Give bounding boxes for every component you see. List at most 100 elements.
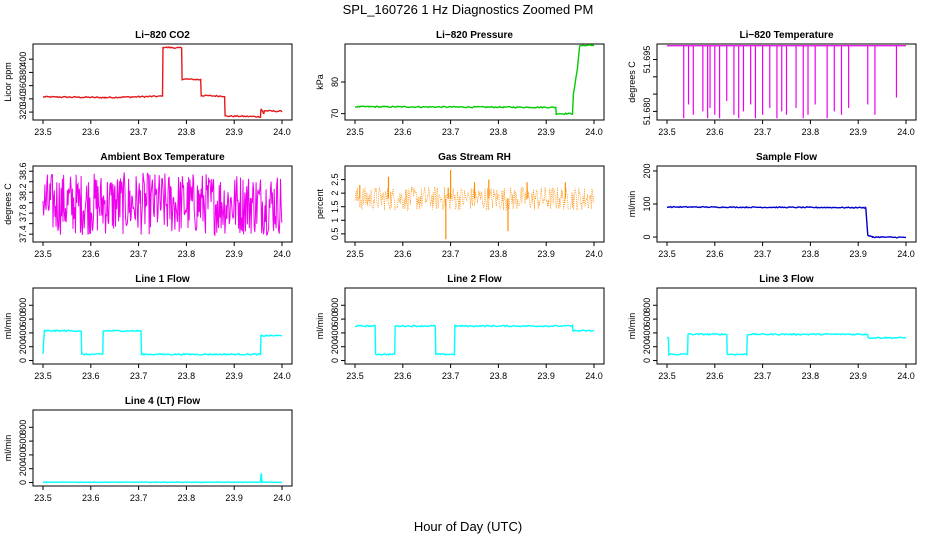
plot-frame [656,165,917,243]
x-tick-label: 23.6 [706,371,724,381]
y-tick-label: 600 [18,312,28,327]
x-tick-label: 24.0 [897,127,915,137]
x-tick-label: 23.9 [537,127,555,137]
x-axis-label: Hour of Day (UTC) [414,519,522,534]
x-tick-label: 23.6 [394,371,412,381]
panel-2: Li−820 Pressure 23.5 23.6 23.7 23.8 23.9 24.0 7… [315,30,605,137]
x-tick-label: 23.8 [178,127,196,137]
series-line [666,205,906,239]
y-axis-label: ml/min [315,313,325,340]
y-tick-label: 600 [18,434,28,449]
x-tick-label: 23.9 [849,371,867,381]
panel-7: Line 1 Flow 23.5 23.6 23.7 23.8 23.9 24.0 0 2004… [3,274,293,381]
panel-3: Li−820 Temperature 23.5 23.6 23.7 23.8 23.9 24… [627,30,917,137]
x-tick-label: 23.8 [490,127,508,137]
x-tick-label: 23.8 [802,127,820,137]
y-tick-label: 600 [642,312,652,327]
y-tick-label: 800 [330,298,340,313]
panel-5: Gas Stream RH 23.5 23.6 23.7 23.8 23.9 24.0 0.5… [315,152,605,259]
y-tick-label: 200 [330,339,340,354]
y-tick-label: 200 [18,339,28,354]
x-tick-label: 24.0 [273,371,291,381]
x-tick-label: 23.9 [225,127,243,137]
x-tick-label: 23.5 [34,127,52,137]
x-tick-label: 23.5 [34,371,52,381]
y-tick-label: 100 [642,196,652,211]
plot-frame [32,165,293,243]
panels: Li−820 CO2 23.5 23.6 23.7 23.8 23.9 24.0 320340… [3,30,917,503]
y-axis-label: kPa [315,74,325,90]
y-tick-label: 800 [18,298,28,313]
panel-4: Ambient Box Temperature 23.5 23.6 23.7 23.8 2… [3,152,293,259]
x-tick-label: 23.6 [706,249,724,259]
y-tick-label: 400 [18,52,28,67]
y-tick-label: 1.5 [330,200,340,213]
x-tick-label: 23.6 [394,249,412,259]
x-tick-label: 23.7 [130,371,148,381]
y-axis-label: percent [315,188,325,219]
plot-frame [656,43,917,121]
series-line [354,324,595,356]
panel-title: Line 4 (LT) Flow [125,396,201,407]
y-tick-label: 38.2 [18,183,28,201]
x-tick-label: 23.6 [82,127,100,137]
x-tick-label: 24.0 [897,371,915,381]
x-tick-label: 24.0 [273,249,291,259]
y-tick-label: 37.8 [18,204,28,222]
plot-frame [32,287,293,365]
y-tick-label: 0 [330,358,340,363]
x-tick-label: 23.7 [442,249,460,259]
y-tick-label: 51.680 [642,98,652,126]
panel-8: Line 2 Flow 23.5 23.6 23.7 23.8 23.9 24.0 0 2004… [315,274,605,381]
x-tick-label: 24.0 [585,371,603,381]
panel-title: Li−820 Temperature [739,30,833,41]
y-tick-label: 600 [330,312,340,327]
series-line [354,44,595,116]
y-tick-label: 200 [642,339,652,354]
panel-title: Ambient Box Temperature [100,152,225,163]
x-tick-label: 23.6 [82,371,100,381]
x-tick-label: 24.0 [585,249,603,259]
x-tick-label: 23.5 [346,127,364,137]
x-tick-label: 23.9 [225,371,243,381]
x-tick-label: 23.5 [34,493,52,503]
x-tick-label: 24.0 [273,127,291,137]
plot-frame [656,287,917,365]
x-tick-label: 23.9 [225,249,243,259]
x-tick-label: 23.5 [658,249,676,259]
panel-6: Sample Flow 23.5 23.6 23.7 23.8 23.9 24.0 0 100 2… [627,152,917,259]
x-tick-label: 23.7 [130,249,148,259]
panel-10: Line 4 (LT) Flow 23.5 23.6 23.7 23.8 23.9 24.0… [3,396,293,503]
plot-frame [344,43,605,121]
y-axis-label: degrees C [3,183,13,225]
x-tick-label: 23.5 [658,371,676,381]
x-tick-label: 23.8 [802,249,820,259]
x-tick-label: 23.8 [802,371,820,381]
y-axis-label: ml/min [3,313,13,340]
panel-title: Sample Flow [756,152,817,163]
y-tick-label: 800 [18,420,28,435]
y-tick-label: 0 [642,358,652,363]
y-tick-label: 0 [642,235,652,240]
panel-title: Gas Stream RH [438,152,511,163]
x-tick-label: 23.7 [754,127,772,137]
y-tick-label: 340 [18,91,28,106]
plot-frame [344,287,605,365]
noise-series [42,172,283,237]
panel-title: Li−820 CO2 [135,30,190,41]
x-tick-label: 23.7 [754,249,772,259]
y-tick-label: 400 [330,325,340,340]
panel-title: Li−820 Pressure [436,30,513,41]
y-tick-label: 0 [18,480,28,485]
x-tick-label: 23.7 [130,493,148,503]
x-tick-label: 23.8 [178,371,196,381]
x-tick-label: 23.6 [82,493,100,503]
plot-frame [32,409,293,487]
y-axis-label: Licor ppm [3,62,13,102]
y-axis-label: degrees C [627,61,637,103]
series-line [666,332,907,357]
x-tick-label: 23.5 [658,127,676,137]
figure-title: SPL_160726 1 Hz Diagnostics Zoomed PM [343,2,594,17]
y-tick-label: 380 [18,65,28,80]
